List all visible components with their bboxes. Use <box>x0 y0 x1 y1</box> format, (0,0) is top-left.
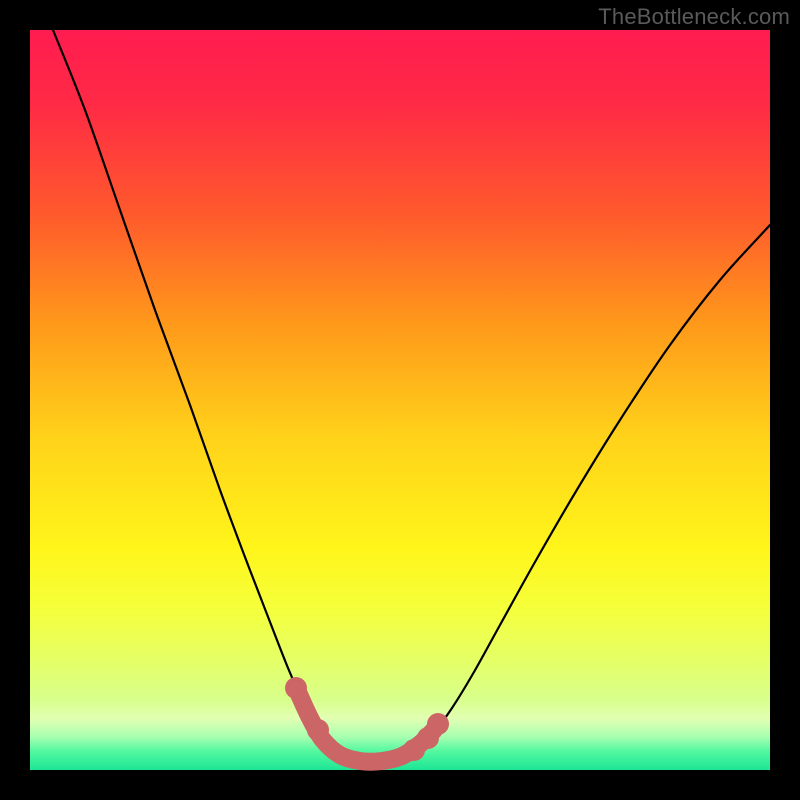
chart-svg <box>0 0 800 800</box>
highlight-dot <box>403 739 425 761</box>
watermark-text: TheBottleneck.com <box>598 4 790 30</box>
highlight-dot <box>285 677 307 699</box>
plot-gradient-background <box>30 30 770 770</box>
highlight-dot <box>307 719 329 741</box>
chart-container: TheBottleneck.com <box>0 0 800 800</box>
